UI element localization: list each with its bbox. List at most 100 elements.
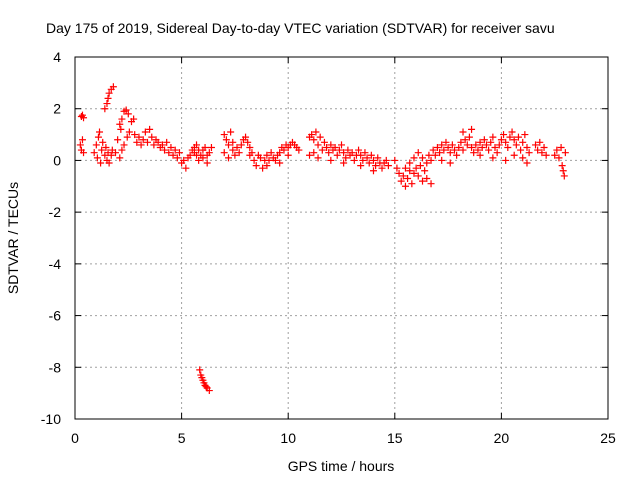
data-point: [325, 149, 333, 157]
data-point: [459, 146, 467, 154]
data-point: [201, 144, 209, 151]
data-point: [497, 136, 505, 144]
data-point: [101, 105, 109, 113]
y-tick-labels: -10 -8 -6 -4 -2 0 2 4: [41, 49, 61, 427]
data-point: [225, 154, 233, 162]
data-point: [124, 110, 132, 118]
data-point: [406, 167, 414, 175]
data-point: [397, 177, 405, 185]
data-point: [436, 149, 444, 157]
data-point: [476, 138, 484, 146]
data-point: [408, 180, 416, 188]
data-point: [401, 164, 409, 172]
data-point: [169, 151, 177, 159]
y-tick-label: -10: [41, 411, 61, 427]
data-point: [395, 169, 403, 177]
data-point: [133, 138, 141, 146]
data-point: [284, 151, 292, 159]
data-point: [252, 162, 260, 170]
data-point: [173, 154, 181, 162]
data-point: [412, 164, 420, 172]
data-point: [361, 149, 369, 157]
data-point: [508, 128, 516, 136]
data-point: [231, 151, 239, 159]
data-point: [540, 144, 548, 151]
data-point: [180, 156, 188, 164]
data-point: [116, 154, 124, 162]
data-point: [244, 138, 252, 146]
data-point: [97, 159, 105, 167]
data-point: [229, 146, 237, 154]
data-point: [406, 159, 414, 167]
data-point: [105, 89, 113, 97]
data-point: [367, 151, 375, 159]
data-point: [414, 149, 422, 157]
data-point: [560, 172, 568, 180]
data-point: [76, 141, 84, 149]
data-point: [320, 138, 328, 146]
data-point: [502, 156, 510, 164]
data-point: [90, 149, 98, 157]
data-point: [116, 120, 124, 128]
data-point: [538, 149, 546, 157]
data-point: [500, 131, 508, 139]
data-point: [227, 128, 235, 136]
data-point: [118, 146, 126, 154]
data-point: [559, 167, 567, 175]
data-point: [450, 146, 458, 154]
data-point: [222, 136, 230, 144]
data-point: [314, 154, 322, 162]
data-point: [493, 149, 501, 157]
data-point: [480, 136, 488, 144]
data-point: [557, 144, 565, 151]
data-point: [382, 156, 390, 164]
data-point: [323, 144, 331, 151]
data-point: [280, 146, 288, 154]
y-tick-label: 0: [53, 152, 61, 168]
data-point: [427, 156, 435, 164]
data-point: [314, 141, 322, 149]
grid-lines: [75, 57, 608, 419]
data-point: [263, 162, 271, 170]
data-point: [487, 138, 495, 146]
data-point: [78, 111, 86, 119]
data-point: [235, 149, 243, 157]
data-point: [146, 125, 154, 133]
data-point: [470, 149, 478, 157]
data-point: [374, 154, 382, 162]
data-point: [205, 149, 213, 157]
data-point: [114, 136, 122, 144]
data-point: [171, 146, 179, 154]
y-tick-label: -2: [49, 204, 62, 220]
data-point: [410, 169, 418, 177]
data-point: [504, 144, 512, 151]
data-point: [327, 141, 335, 149]
data-point: [438, 156, 446, 164]
data-point: [465, 133, 473, 141]
data-point: [468, 125, 476, 133]
data-point: [220, 149, 228, 157]
data-point: [267, 149, 275, 157]
data-point: [175, 149, 183, 157]
data-point: [335, 146, 343, 154]
data-point: [333, 151, 341, 159]
data-point: [92, 141, 100, 149]
data-point: [139, 136, 147, 144]
data-point: [242, 133, 250, 141]
data-point: [378, 164, 386, 172]
data-point: [532, 141, 540, 149]
data-point: [431, 151, 439, 159]
chart-title: Day 175 of 2019, Sidereal Day-to-day VTE…: [46, 20, 555, 36]
data-point: [485, 146, 493, 154]
data-point: [143, 138, 151, 146]
data-point: [265, 156, 273, 164]
y-tick-label: 2: [53, 101, 61, 117]
data-point: [423, 175, 431, 183]
data-point: [468, 144, 476, 151]
data-point: [519, 154, 527, 162]
data-point: [369, 167, 377, 175]
data-point: [158, 141, 166, 149]
data-point: [276, 149, 284, 157]
data-points: [76, 83, 569, 395]
data-point: [250, 156, 258, 164]
